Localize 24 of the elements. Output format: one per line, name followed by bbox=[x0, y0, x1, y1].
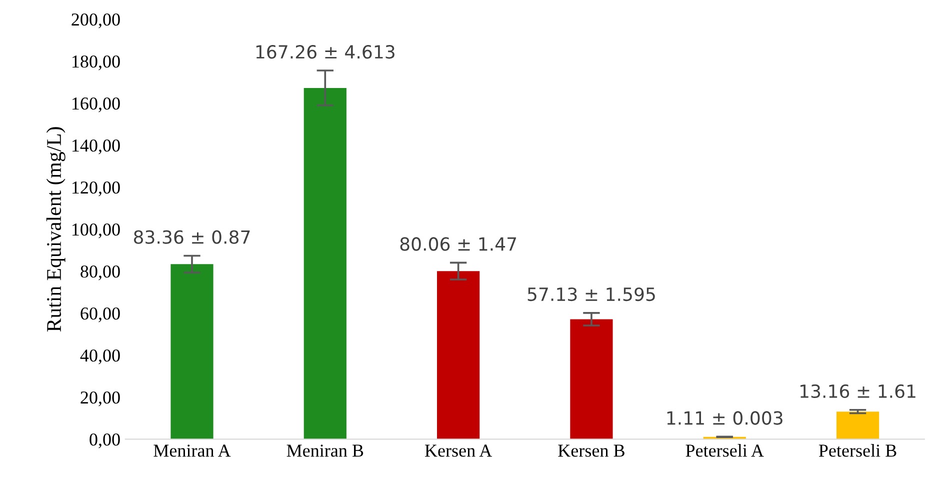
y-tick-label: 40,00 bbox=[80, 349, 120, 364]
data-label: 1.11 ± 0.003 bbox=[667, 411, 782, 425]
y-tick-label: 200,00 bbox=[72, 13, 120, 28]
y-tick-label: 20,00 bbox=[80, 391, 120, 406]
y-tick-label: 180,00 bbox=[72, 55, 120, 70]
data-label: 57.13 ± 1.595 bbox=[528, 287, 655, 302]
y-tick-label: 140,00 bbox=[72, 139, 120, 154]
data-label: 13.16 ± 1.61 bbox=[800, 384, 916, 398]
y-tick-label: 60,00 bbox=[80, 307, 120, 322]
y-tick-label: 100,00 bbox=[72, 223, 120, 238]
x-tick-label: Meniran B bbox=[286, 444, 364, 457]
x-tick-label: Meniran A bbox=[154, 444, 231, 457]
x-tick-label: Kersen B bbox=[558, 444, 624, 457]
data-label: 83.36 ± 0.87 bbox=[134, 230, 250, 244]
data-label: 167.26 ± 4.613 bbox=[256, 45, 394, 59]
x-tick-label: Kersen A bbox=[424, 444, 492, 457]
y-tick-label: 0,00 bbox=[90, 433, 120, 448]
y-axis-title: Rutin Equivalent (mg/L) bbox=[46, 127, 66, 332]
x-tick-label: Peterseli B bbox=[818, 444, 896, 457]
y-tick-label: 120,00 bbox=[72, 181, 120, 196]
data-label: 80.06 ± 1.47 bbox=[400, 237, 516, 251]
y-tick-label: 80,00 bbox=[80, 265, 120, 280]
x-tick-label: Peterseli A bbox=[686, 444, 764, 457]
y-tick-label: 160,00 bbox=[72, 97, 120, 112]
